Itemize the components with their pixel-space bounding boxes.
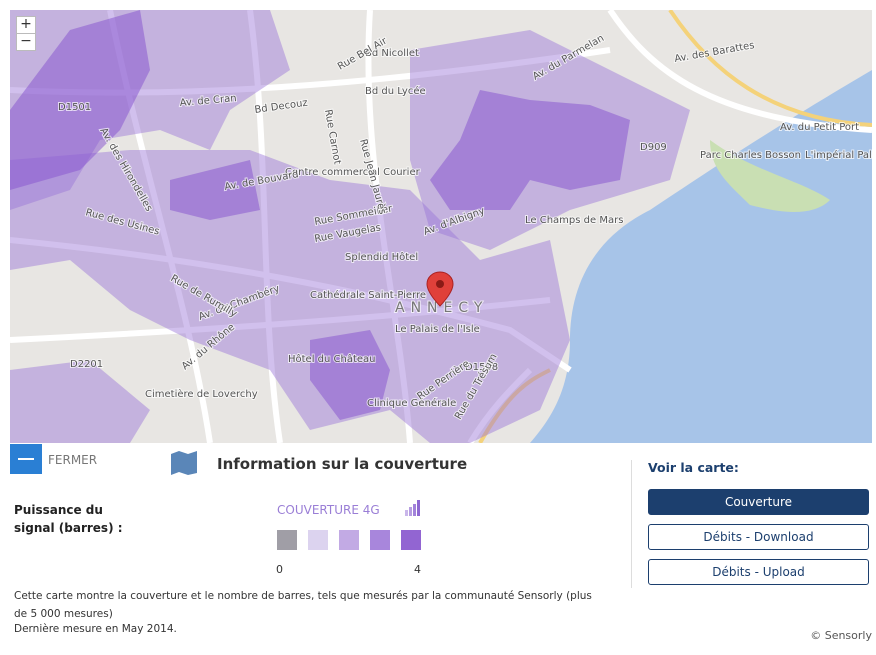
map-label: Splendid Hôtel	[345, 251, 418, 263]
map-label: Le Palais de l'Isle	[395, 324, 480, 335]
panel-title: Information sur la couverture	[217, 455, 468, 473]
scale-max: 4	[414, 563, 421, 576]
map-label: D1508	[465, 362, 498, 373]
legend-swatch	[308, 530, 328, 550]
close-label[interactable]: FERMER	[48, 453, 98, 467]
copyright: © Sensorly	[810, 629, 872, 642]
map-label: Av. du Petit Port	[780, 122, 859, 133]
map-label: D1501	[58, 102, 91, 113]
legend-swatch	[401, 530, 421, 550]
legend-swatch	[370, 530, 390, 550]
map-label: D2201	[70, 359, 103, 370]
map-view-button[interactable]: Couverture	[648, 489, 869, 515]
map-label: Bd du Lycée	[365, 85, 426, 97]
map-label: Le Champs de Mars	[525, 215, 623, 226]
zoom-in[interactable]: +	[16, 16, 36, 34]
map-label: D909	[640, 142, 667, 153]
scale-min: 0	[276, 563, 283, 576]
legend-swatch	[339, 530, 359, 550]
coverage-type: COUVERTURE 4G	[277, 503, 380, 517]
signal-icon	[405, 500, 420, 516]
map-label: ANNECY	[395, 300, 488, 316]
map-view-button[interactable]: Débits - Upload	[648, 559, 869, 585]
close-button[interactable]	[10, 444, 42, 474]
view-heading: Voir la carte:	[648, 460, 739, 475]
map-label: Hôtel du Château	[288, 353, 376, 365]
map-label: Bd Nicollet	[365, 48, 419, 59]
divider	[631, 460, 632, 588]
map-label: Centre commercial Courier	[285, 167, 421, 178]
location-pin[interactable]	[426, 271, 454, 307]
map-label: Cimetière de Loverchy	[145, 388, 258, 400]
map-icon	[171, 451, 197, 475]
legend-swatch	[277, 530, 297, 550]
description: Cette carte montre la couverture et le n…	[14, 590, 592, 620]
map-label: Cathédrale Saint-Pierre	[310, 289, 426, 301]
map-label: Parc Charles Bosson	[700, 150, 801, 161]
last-measure: Dernière mesure en May 2014.	[14, 623, 177, 635]
zoom-out[interactable]: −	[16, 33, 36, 51]
map-label: L'impérial Palace	[805, 149, 872, 161]
signal-label: Puissance du signal (barres) :	[14, 503, 123, 535]
map-view-button[interactable]: Débits - Download	[648, 524, 869, 550]
map-label: Clinique Générale	[367, 397, 456, 409]
